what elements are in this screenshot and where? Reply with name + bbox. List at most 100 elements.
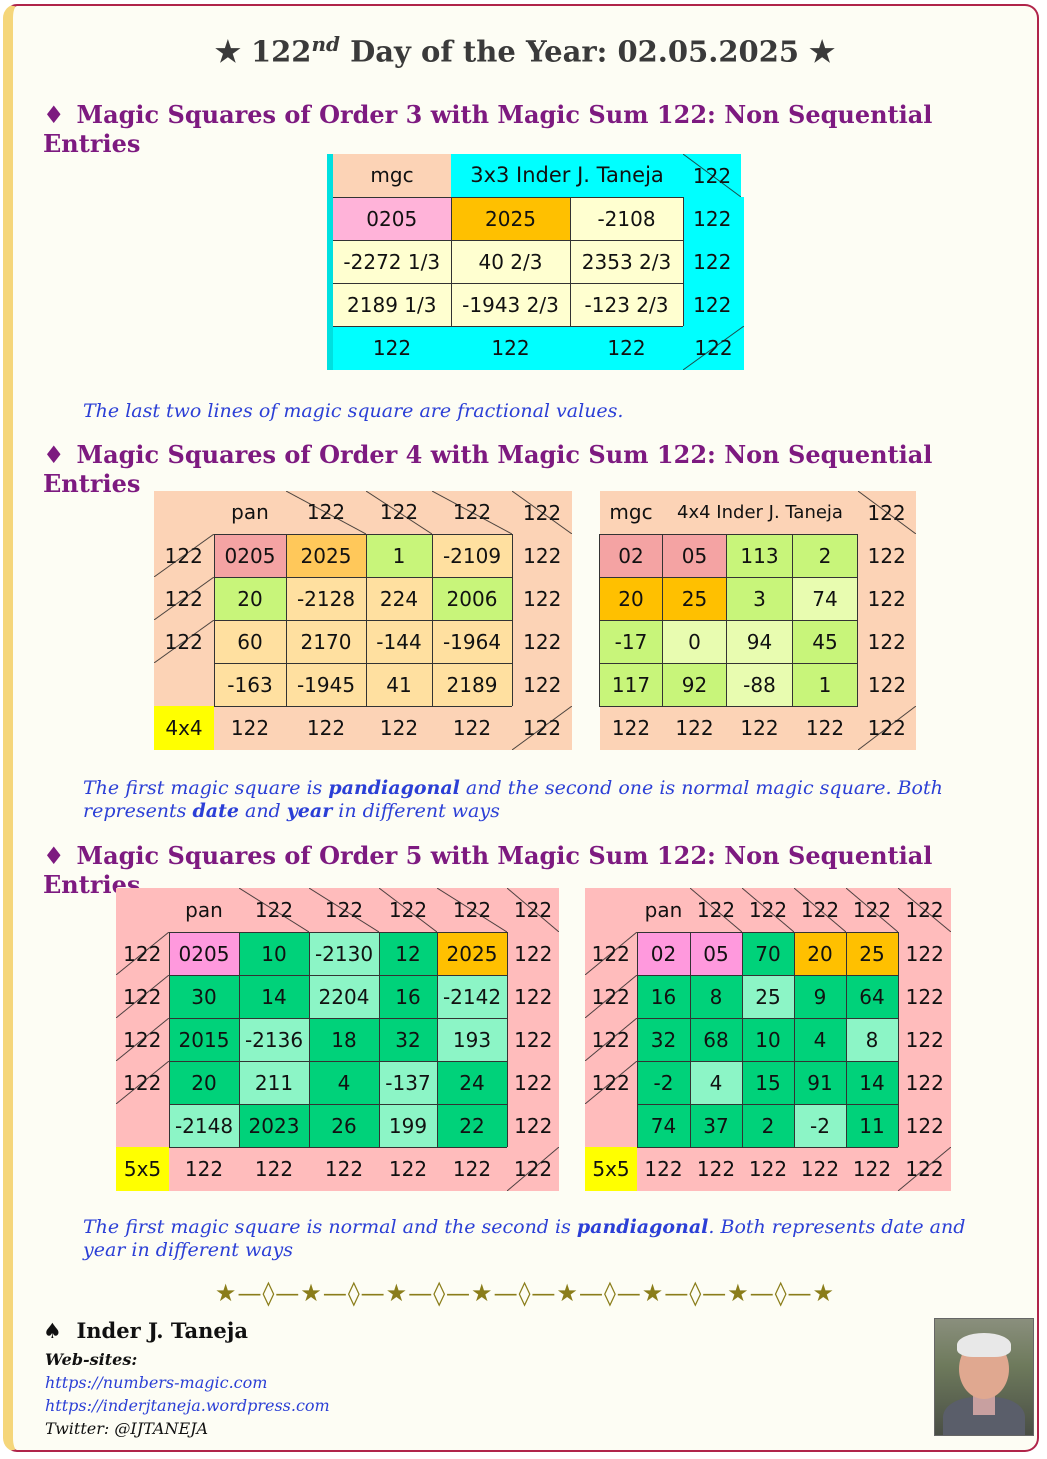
square-cell: 2015 (168, 1017, 240, 1062)
col-sum-cell: 122 (239, 1147, 309, 1191)
size-label: 5x5 (116, 1147, 169, 1191)
empty-cell (116, 888, 169, 932)
author-name: ♠ Inder J. Taneja (43, 1318, 248, 1343)
title-text-end: Day of the Year: 02.05.2025 ★ (340, 34, 836, 69)
square-cell: 24 (436, 1060, 508, 1105)
square-cell: -1945 (285, 662, 367, 707)
square-cell: 2204 (308, 974, 380, 1019)
website-link[interactable]: https://inderjtaneja.wordpress.com (45, 1396, 330, 1415)
diag-sum-cell: 122 (585, 1018, 637, 1061)
square-cell: 25 (741, 974, 795, 1019)
square-cell: -2142 (436, 974, 508, 1019)
website-link[interactable]: https://numbers-magic.com (45, 1373, 268, 1392)
col-sum-cell: 122 (599, 706, 663, 750)
diag-sum-cell: 122 (286, 491, 366, 534)
square-cell: 22 (436, 1103, 508, 1148)
square-cell: 1 (792, 662, 858, 707)
col-sum-cell: 122 (792, 706, 858, 750)
row-sum-cell: 122 (898, 1018, 951, 1061)
square-cell: -1964 (431, 619, 513, 664)
diag-sum-cell: 122 (116, 975, 169, 1018)
square-header: 4x4 Inder J. Taneja (662, 491, 858, 534)
square-cell: -2 (636, 1060, 691, 1105)
square-cell: -2108 (569, 196, 684, 241)
corner-label: pan (637, 888, 690, 932)
square-cell: 92 (662, 662, 727, 707)
square-cell: 20 (599, 576, 663, 621)
col-sum-cell: 122 (662, 706, 727, 750)
square-cell: 74 (792, 576, 858, 621)
col-sum-cell: 122 (690, 1147, 742, 1191)
square-cell: -1943 2/3 (450, 282, 571, 327)
square-cell: -17 (599, 619, 663, 664)
heading-text: Magic Squares of Order 4 with Magic Sum … (43, 440, 933, 498)
square-cell: 16 (378, 974, 438, 1019)
page-title: ★ 122nd Day of the Year: 02.05.2025 ★ (13, 32, 1037, 69)
row-sum-cell: 122 (507, 1018, 559, 1061)
diag-sum-cell: 122 (857, 706, 916, 750)
row-sum-cell: 122 (512, 663, 572, 706)
row-sum-cell: 122 (857, 663, 916, 706)
square-cell: 14 (845, 1060, 899, 1105)
row-sum-cell: 122 (683, 283, 744, 326)
square-cell: 2189 (431, 662, 513, 707)
col-sum-cell: 122 (309, 1147, 379, 1191)
square-cell: 70 (741, 931, 795, 976)
col-sum-cell: 122 (379, 1147, 437, 1191)
title-superscript: nd (311, 32, 341, 56)
row-sum-cell: 122 (898, 1061, 951, 1104)
diag-sum-cell: 122 (154, 620, 214, 663)
diamond-icon: ♦ (43, 841, 65, 870)
square-cell: 02 (636, 931, 691, 976)
square-cell: 2353 2/3 (569, 239, 684, 284)
square-cell: 40 2/3 (450, 239, 571, 284)
square-cell: 4 (689, 1060, 743, 1105)
author-photo (934, 1318, 1034, 1436)
square-cell: -2109 (431, 533, 513, 578)
col-sum-cell: 122 (330, 326, 451, 370)
diag-sum-cell: 122 (683, 154, 744, 197)
square-cell: 117 (599, 662, 663, 707)
square-cell: 60 (213, 619, 287, 664)
square-cell: 211 (238, 1060, 310, 1105)
magic-square-4x4-normal: mgc 4x4 Inder J. Taneja 122 02 05 113 2 … (599, 491, 917, 750)
square-cell: 2006 (431, 576, 513, 621)
square-cell: 0 (662, 619, 727, 664)
diag-sum-cell: 122 (154, 534, 214, 577)
row-sum-cell: 122 (507, 1061, 559, 1104)
row-sum-cell: 122 (683, 197, 744, 240)
square-cell: 199 (378, 1103, 438, 1148)
col-sum-cell: 122 (637, 1147, 690, 1191)
square-header: 3x3 Inder J. Taneja (451, 154, 683, 197)
row-sum-cell: 122 (507, 1104, 559, 1147)
section-heading-order5: ♦ Magic Squares of Order 5 with Magic Sum… (43, 841, 1037, 899)
diag-sum-cell: 122 (690, 888, 742, 932)
col-sum-cell: 122 (214, 706, 286, 750)
empty-cell (154, 491, 214, 534)
twitter-handle: Twitter: @IJTANEJA (45, 1419, 209, 1438)
square-cell: 11 (845, 1103, 899, 1148)
square-cell: 64 (845, 974, 899, 1019)
square-cell: -2148 (168, 1103, 240, 1148)
diag-sum-cell: 122 (379, 888, 437, 932)
square-cell: 2 (741, 1103, 795, 1148)
diag-sum-cell: 122 (116, 1061, 169, 1104)
square-cell: -144 (365, 619, 433, 664)
col-sum-cell: 122 (451, 326, 570, 370)
section-note-order4: The first magic square is pandiagonal an… (83, 777, 943, 822)
square-cell: 4 (308, 1060, 380, 1105)
square-cell: -88 (726, 662, 793, 707)
square-cell: 0205 (329, 196, 452, 241)
square-cell: 41 (365, 662, 433, 707)
col-sum-cell: 122 (286, 706, 366, 750)
square-cell: 2170 (285, 619, 367, 664)
col-sum-cell: 122 (846, 1147, 898, 1191)
diag-sum-cell: 122 (432, 491, 512, 534)
square-cell: 9 (793, 974, 847, 1019)
magic-square-5x5-pandiagonal: pan 122 122 122 122 122 122 02 05 70 20 … (585, 888, 951, 1191)
square-cell: 113 (726, 533, 793, 578)
square-cell: 193 (436, 1017, 508, 1062)
col-sum-cell: 122 (366, 706, 432, 750)
diag-sum-cell: 122 (512, 491, 572, 534)
square-cell: 3 (726, 576, 793, 621)
